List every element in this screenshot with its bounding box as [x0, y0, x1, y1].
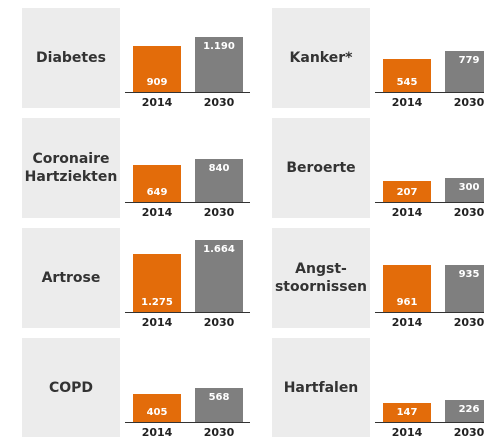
panel-title: Hartfalen [272, 338, 370, 437]
x-tick-label: 2014 [391, 426, 423, 437]
value-label: 207 [396, 187, 418, 198]
panel-title: Coronaire Hartziekten [22, 118, 120, 218]
x-tick-label: 2030 [453, 426, 484, 437]
x-tick-label: 2014 [141, 316, 173, 329]
panel-title: Beroerte [272, 118, 370, 218]
bar [195, 36, 243, 92]
x-tick-label: 2014 [141, 426, 173, 437]
value-label: 405 [146, 407, 168, 418]
value-label: 935 [458, 269, 480, 281]
baseline [125, 92, 250, 93]
value-label: 649 [146, 187, 168, 198]
panel-title: Diabetes [22, 8, 120, 108]
x-tick-label: 2014 [141, 206, 173, 219]
value-label: 779 [458, 54, 480, 66]
value-label: 300 [458, 181, 480, 193]
bar [383, 264, 431, 312]
value-label: 568 [208, 392, 230, 404]
x-tick-label: 2030 [453, 316, 484, 329]
baseline [375, 312, 484, 313]
value-label: 840 [208, 162, 230, 174]
panel-title: Angst- stoornissen [272, 228, 370, 328]
value-label: 147 [396, 407, 418, 418]
baseline [125, 202, 250, 203]
x-tick-label: 2030 [203, 96, 235, 109]
value-label: 909 [146, 77, 168, 88]
bar [445, 265, 484, 312]
bar [195, 388, 243, 422]
bar [445, 50, 484, 92]
bar [445, 400, 484, 422]
value-label: 1.275 [141, 297, 173, 308]
value-label: 1.190 [203, 40, 235, 52]
x-tick-label: 2030 [203, 206, 235, 219]
bar [133, 46, 181, 92]
value-label: 961 [396, 297, 418, 308]
x-tick-label: 2014 [391, 96, 423, 109]
value-label: 1.664 [203, 244, 235, 255]
panel-title: Kanker* [272, 8, 370, 108]
panel-title: Artrose [22, 228, 120, 328]
bar [133, 165, 181, 202]
bar [133, 253, 181, 312]
baseline [375, 422, 484, 423]
x-tick-label: 2030 [203, 316, 235, 329]
bar [195, 240, 243, 312]
x-tick-label: 2030 [203, 426, 235, 437]
value-label: 545 [396, 77, 418, 88]
baseline [125, 422, 250, 423]
baseline [375, 92, 484, 93]
x-tick-label: 2014 [141, 96, 173, 109]
baseline [375, 202, 484, 203]
bar [133, 393, 181, 422]
baseline [125, 312, 250, 313]
x-tick-label: 2030 [453, 206, 484, 219]
panel-title: COPD [22, 338, 120, 437]
x-tick-label: 2014 [391, 316, 423, 329]
bar [383, 59, 431, 92]
x-tick-label: 2030 [453, 96, 484, 109]
bar [445, 177, 484, 202]
bar [195, 158, 243, 202]
value-label: 226 [458, 404, 480, 416]
bar [383, 402, 431, 422]
x-tick-label: 2014 [391, 206, 423, 219]
bar [383, 180, 431, 202]
